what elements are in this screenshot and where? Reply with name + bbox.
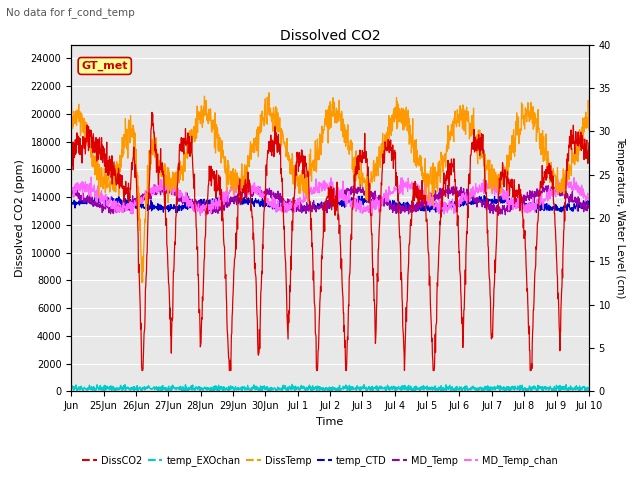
Y-axis label: Temperature, Water Level (cm): Temperature, Water Level (cm) [615, 137, 625, 299]
Text: GT_met: GT_met [81, 61, 128, 71]
Title: Dissolved CO2: Dissolved CO2 [280, 29, 380, 43]
X-axis label: Time: Time [316, 417, 344, 427]
Legend: DissCO2, temp_EXOchan, DissTemp, temp_CTD, MD_Temp, MD_Temp_chan: DissCO2, temp_EXOchan, DissTemp, temp_CT… [78, 452, 562, 470]
Text: No data for f_cond_temp: No data for f_cond_temp [6, 7, 135, 18]
Y-axis label: Dissolved CO2 (ppm): Dissolved CO2 (ppm) [15, 159, 25, 277]
